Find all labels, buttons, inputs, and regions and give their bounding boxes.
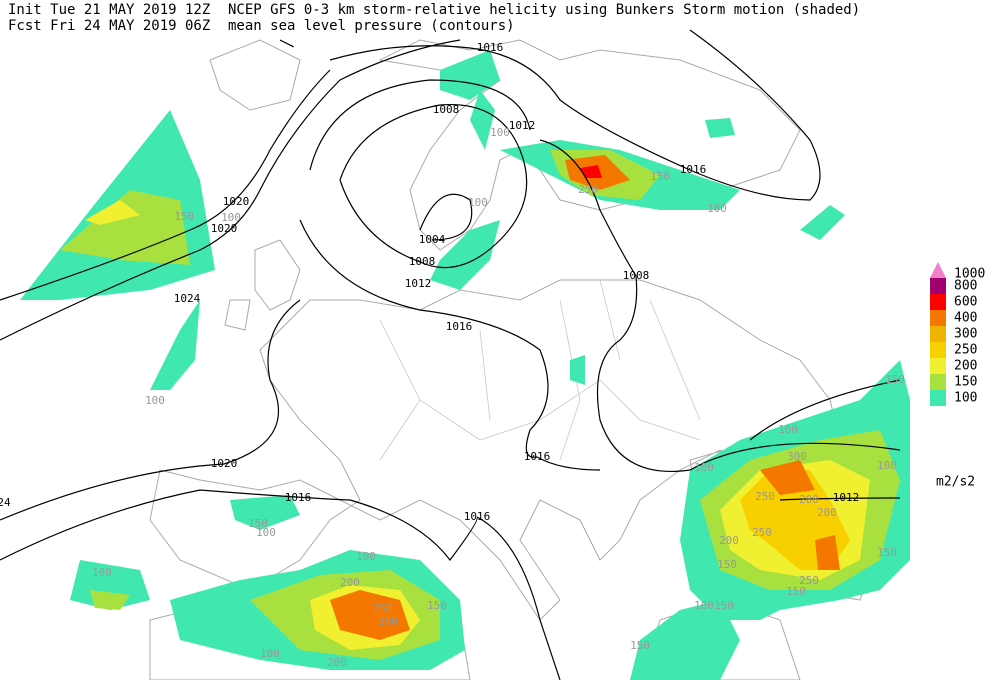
- shading-label: 100: [92, 566, 112, 579]
- map-title: NCEP GFS 0-3 km storm-relative helicity …: [228, 2, 860, 18]
- shading-label: 100: [778, 423, 798, 436]
- contour-label: 1016: [464, 510, 491, 523]
- contour-label: 1012: [509, 119, 536, 132]
- legend-swatch: [930, 342, 946, 358]
- legend-swatch: [930, 310, 946, 326]
- forecast-time: Fcst Fri 24 MAY 2019 06Z: [8, 18, 210, 34]
- shading-label: 100: [707, 202, 727, 215]
- contour-label: 1016: [524, 450, 551, 463]
- shading-label: 150: [717, 558, 737, 571]
- shading-label: 150: [630, 639, 650, 652]
- shading-label: 300: [378, 615, 398, 628]
- legend-swatch: [930, 358, 946, 374]
- contour-label: 1024: [174, 292, 201, 305]
- contour-label: 1008: [623, 269, 650, 282]
- shading-label: 100: [221, 211, 241, 224]
- contour-label: 1020: [223, 195, 250, 208]
- contour-label: 1008: [409, 255, 436, 268]
- init-time: Init Tue 21 MAY 2019 12Z: [8, 2, 210, 18]
- contour-label: 1016: [285, 491, 312, 504]
- shading-label: 200: [340, 576, 360, 589]
- contour-label: 1016: [680, 163, 707, 176]
- legend-swatch: [930, 294, 946, 310]
- shading-label: 300: [787, 450, 807, 463]
- shading-label: 150: [174, 210, 194, 223]
- legend-label: 100: [954, 391, 977, 406]
- shading-label: 100: [468, 196, 488, 209]
- shading-label: 150: [248, 517, 268, 530]
- shading-label: 250: [752, 526, 772, 539]
- legend-swatch: [930, 262, 946, 278]
- shading-label: 150: [885, 373, 905, 386]
- shading-label: 150: [650, 170, 670, 183]
- shading-label: 100: [145, 394, 165, 407]
- shading-label: 250: [578, 183, 598, 196]
- contour-label: 1020: [211, 222, 238, 235]
- shading-label: 100: [490, 126, 510, 139]
- legend-label: 400: [954, 311, 977, 326]
- shading-label: 200: [799, 493, 819, 506]
- legend-swatch: [930, 326, 946, 342]
- contour-label: 1008: [433, 103, 460, 116]
- helicity-shading: [20, 50, 910, 680]
- contour-label: 24: [0, 496, 11, 509]
- shading-label: 200: [719, 534, 739, 547]
- shading-label: 250: [373, 602, 393, 615]
- shading-label: 100: [260, 647, 280, 660]
- legend-swatch: [930, 390, 946, 406]
- shading-label: 100: [356, 550, 376, 563]
- shading-label: 150: [877, 546, 897, 559]
- legend-label: 150: [954, 375, 977, 390]
- shading-label: 150: [786, 585, 806, 598]
- shading-label: 250: [755, 490, 775, 503]
- legend-label: 300: [954, 327, 977, 342]
- legend-label: 200: [954, 359, 977, 374]
- shading-label: 100: [694, 599, 714, 612]
- legend-swatch: [930, 278, 946, 294]
- legend-swatch: [930, 374, 946, 390]
- contour-label: 1020: [211, 457, 238, 470]
- shading-label: 150: [714, 599, 734, 612]
- shading-label: 100: [877, 459, 897, 472]
- shading-label: 250: [799, 574, 819, 587]
- map-subtitle: mean sea level pressure (contours): [228, 18, 515, 34]
- contour-label: 1012: [833, 491, 860, 504]
- legend-label: 600: [954, 295, 977, 310]
- shading-label: 200: [327, 656, 347, 669]
- pressure-contours: [0, 29, 901, 680]
- legend-label: 1000: [954, 267, 985, 282]
- shading-label: 100: [256, 526, 276, 539]
- legend-label: 800: [954, 279, 977, 294]
- shading-label: 200: [817, 506, 837, 519]
- legend-label: 250: [954, 343, 977, 358]
- contour-label: 1004: [419, 233, 446, 246]
- shading-label: 150: [427, 599, 447, 612]
- contour-label: 1016: [446, 320, 473, 333]
- shading-label: 100: [694, 461, 714, 474]
- contour-label: 1012: [405, 277, 432, 290]
- legend-unit: m2/s2: [936, 475, 975, 490]
- contour-label: 1016: [477, 41, 504, 54]
